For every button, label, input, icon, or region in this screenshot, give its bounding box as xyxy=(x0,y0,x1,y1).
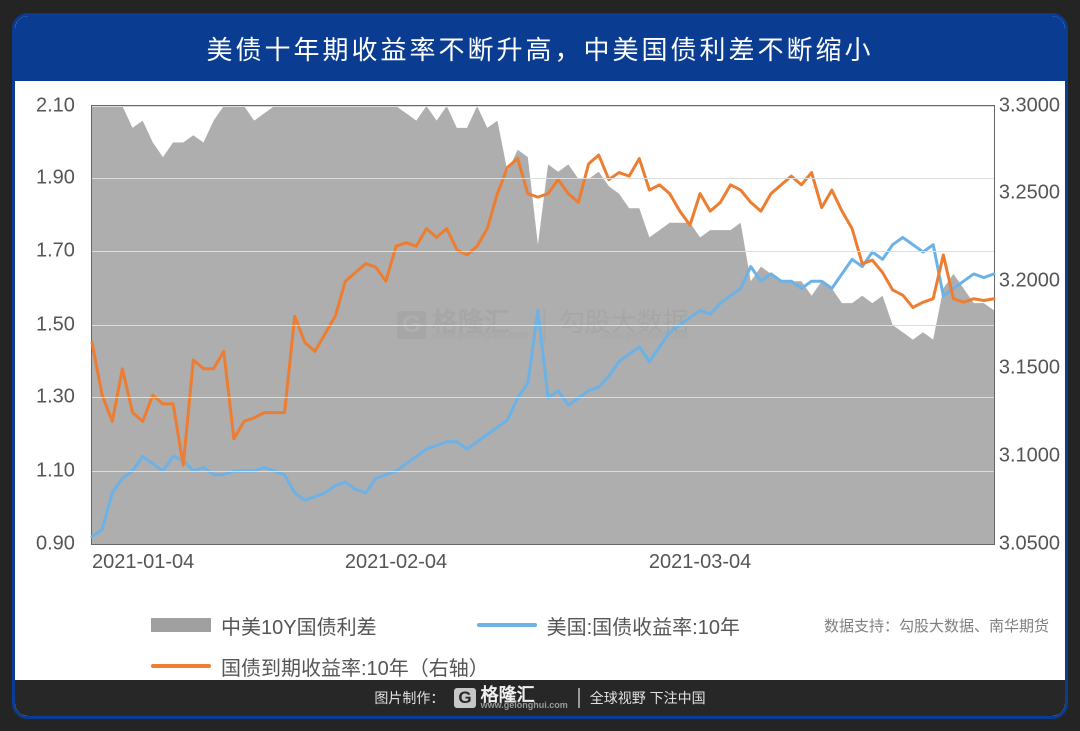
y-left-label: 1.90 xyxy=(36,167,75,190)
plot-area: G 格隆汇 www.gelonghui.com 勾股大数据 www.goguda… xyxy=(91,105,995,545)
legend-item-spread: 中美10Y国债利差 xyxy=(151,611,377,640)
footer: 图片制作： G 格隆汇 www.gelonghui.com 全球视野 下注中国 xyxy=(15,680,1065,716)
y-left-label: 1.10 xyxy=(36,459,75,482)
y-right-label: 3.3000 xyxy=(999,94,1060,117)
footer-g-icon: G xyxy=(454,688,475,708)
gridline xyxy=(92,178,994,179)
chart-card: 美债十年期收益率不断升高，中美国债利差不断缩小 G 格隆汇 www.gelong… xyxy=(12,13,1068,719)
y-right-label: 3.2000 xyxy=(999,269,1060,292)
gridline xyxy=(92,106,994,107)
chart-title: 美债十年期收益率不断升高，中美国债利差不断缩小 xyxy=(15,16,1065,81)
legend-swatch-line xyxy=(477,623,537,627)
footer-left-label: 图片制作： xyxy=(374,688,444,708)
footer-divider xyxy=(578,688,580,708)
x-label: 2021-03-04 xyxy=(649,551,751,574)
y-right-label: 3.0500 xyxy=(999,532,1060,555)
y-right-label: 3.2500 xyxy=(999,182,1060,205)
y-right-label: 3.1500 xyxy=(999,357,1060,380)
legend-swatch-area xyxy=(151,618,211,632)
y-left-label: 1.70 xyxy=(36,240,75,263)
legend-item-us10y: 美国:国债收益率:10年 xyxy=(477,611,740,640)
gridline xyxy=(92,471,994,472)
y-left-label: 1.50 xyxy=(36,313,75,336)
legend-label: 中美10Y国债利差 xyxy=(221,611,377,640)
gridline xyxy=(92,325,994,326)
gridline xyxy=(92,397,994,398)
y-left-label: 1.30 xyxy=(36,386,75,409)
x-label: 2021-02-04 xyxy=(345,551,447,574)
footer-brand: G 格隆汇 www.gelonghui.com xyxy=(454,686,567,710)
y-left-label: 0.90 xyxy=(36,532,75,555)
footer-brand-sub: www.gelonghui.com xyxy=(481,701,568,710)
y-left-label: 2.10 xyxy=(36,94,75,117)
gridline xyxy=(92,251,994,252)
legend-item-cn10y: 国债到期收益率:10年（右轴） xyxy=(151,652,995,681)
chart-wrap: G 格隆汇 www.gelonghui.com 勾股大数据 www.goguda… xyxy=(15,81,1065,680)
legend-label: 国债到期收益率:10年（右轴） xyxy=(221,652,489,681)
legend-label: 美国:国债收益率:10年 xyxy=(547,611,740,640)
y-right-label: 3.1000 xyxy=(999,444,1060,467)
data-credit: 数据支持：勾股大数据、南华期货 xyxy=(824,615,1049,636)
legend-swatch-line xyxy=(151,664,211,668)
footer-right-label: 全球视野 下注中国 xyxy=(590,688,706,708)
x-label: 2021-01-04 xyxy=(92,551,194,574)
